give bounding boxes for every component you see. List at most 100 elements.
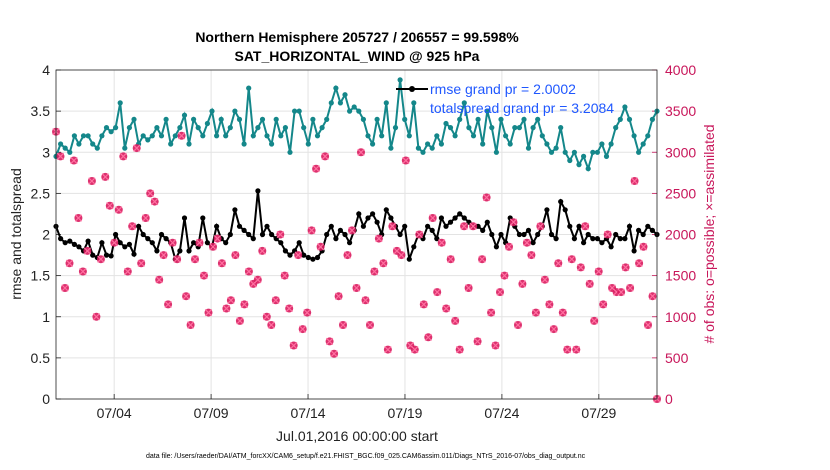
totalspread-point <box>466 125 472 131</box>
obs-assimilated-point <box>541 276 549 284</box>
x-tick-label: 07/04 <box>97 405 132 421</box>
obs-assimilated-point <box>397 251 405 259</box>
totalspread-point <box>223 133 229 139</box>
rmse-point <box>447 219 454 225</box>
obs-assimilated-point <box>124 267 132 276</box>
obs-assimilated-point <box>79 267 87 276</box>
obs-assimilated-point <box>343 251 352 259</box>
rmse-point <box>535 231 541 238</box>
rmse-point <box>594 236 601 242</box>
totalspread-point <box>645 133 651 139</box>
left-y-axis-ticks: 0 0.5 1 1.5 2 2.5 3 3.5 4 <box>31 62 61 407</box>
obs-assimilated-point <box>227 296 235 304</box>
obs-assimilated-point <box>626 284 634 292</box>
totalspread-point <box>103 125 110 131</box>
rmse-point <box>370 211 376 217</box>
totalspread-point <box>214 133 220 139</box>
totalspread-point <box>200 133 206 139</box>
obs-assimilated-point <box>119 152 127 160</box>
obs-assimilated-point <box>644 321 652 329</box>
totalspread-point <box>406 133 412 139</box>
chart-series <box>52 77 661 403</box>
obs-assimilated-point <box>478 255 486 263</box>
rmse-point <box>67 238 73 244</box>
right-y-tick-label: 2000 <box>665 227 696 243</box>
totalspread-point <box>590 149 596 155</box>
obs-assimilated-point <box>267 321 275 329</box>
obs-assimilated-point <box>648 292 657 300</box>
totalspread-point <box>452 133 458 139</box>
rmse-point <box>62 240 68 246</box>
right-y-tick-label: 0 <box>665 391 673 407</box>
totalspread-point <box>498 116 504 122</box>
totalspread-point <box>599 141 605 147</box>
obs-assimilated-point <box>415 230 423 239</box>
rmse-point <box>269 231 275 238</box>
obs-assimilated-point <box>294 251 302 259</box>
totalspread-point <box>425 141 431 147</box>
totalspread-point <box>535 116 541 122</box>
totalspread-point <box>310 116 316 122</box>
rmse-point <box>131 251 137 257</box>
rmse-point <box>622 236 628 242</box>
obs-assimilated-point <box>133 144 141 152</box>
left-y-tick-label: 3.5 <box>31 103 51 119</box>
totalspread-point <box>250 133 256 139</box>
totalspread-point <box>525 145 532 151</box>
totalspread-point <box>649 116 656 122</box>
obs-assimilated-point <box>245 267 253 276</box>
rmse-point <box>337 227 343 233</box>
left-y-tick-label: 4 <box>42 62 50 78</box>
rmse-point <box>305 254 311 261</box>
legend-rmse-label: rmse grand pr = 2.0002 <box>430 81 576 97</box>
obs-assimilated-point <box>586 280 594 288</box>
obs-assimilated-point <box>545 300 553 309</box>
totalspread-point <box>62 145 68 151</box>
totalspread-point <box>227 125 233 131</box>
obs-assimilated-point <box>379 259 388 267</box>
rmse-point <box>516 231 523 238</box>
obs-assimilated-point <box>532 309 540 317</box>
obs-assimilated-point <box>308 226 316 235</box>
rmse-point <box>71 241 77 247</box>
obs-assimilated-point <box>639 243 648 251</box>
totalspread-point <box>626 116 633 122</box>
rmse-point <box>122 244 128 250</box>
totalspread-point <box>269 141 275 147</box>
totalspread-point <box>365 133 371 139</box>
totalspread-point <box>113 125 119 131</box>
obs-assimilated-point <box>429 214 437 222</box>
totalspread-point <box>420 149 426 155</box>
totalspread-point <box>370 141 376 147</box>
totalspread-point <box>259 116 266 122</box>
rmse-point <box>360 223 366 229</box>
totalspread-point <box>608 141 614 147</box>
rmse-point <box>649 227 656 233</box>
obs-assimilated-point <box>595 267 603 276</box>
rmse-point <box>553 236 559 242</box>
rmse-point <box>645 223 651 229</box>
totalspread-point <box>443 120 449 127</box>
obs-assimilated-point <box>173 255 181 263</box>
totalspread-point <box>397 77 403 83</box>
totalspread-point <box>241 141 247 147</box>
totalspread-point <box>347 108 353 114</box>
obs-assimilated-point <box>635 259 643 267</box>
obs-assimilated-point <box>186 321 195 329</box>
obs-assimilated-point <box>447 255 455 263</box>
obs-assimilated-point <box>56 152 65 160</box>
totalspread-point <box>85 133 91 139</box>
obs-assimilated-point <box>218 259 226 267</box>
left-y-tick-label: 3 <box>42 144 50 160</box>
totalspread-point <box>99 133 105 139</box>
obs-assimilated-point <box>496 288 504 296</box>
obs-assimilated-point <box>101 173 109 181</box>
totalspread-point <box>567 157 573 164</box>
totalspread-point <box>470 133 477 139</box>
obs-assimilated-point <box>151 197 159 206</box>
obs-assimilated-point <box>290 341 298 350</box>
right-y-tick-label: 3000 <box>665 144 696 160</box>
rmse-point <box>631 248 637 254</box>
rmse-point <box>383 207 389 213</box>
totalspread-point <box>186 141 192 147</box>
